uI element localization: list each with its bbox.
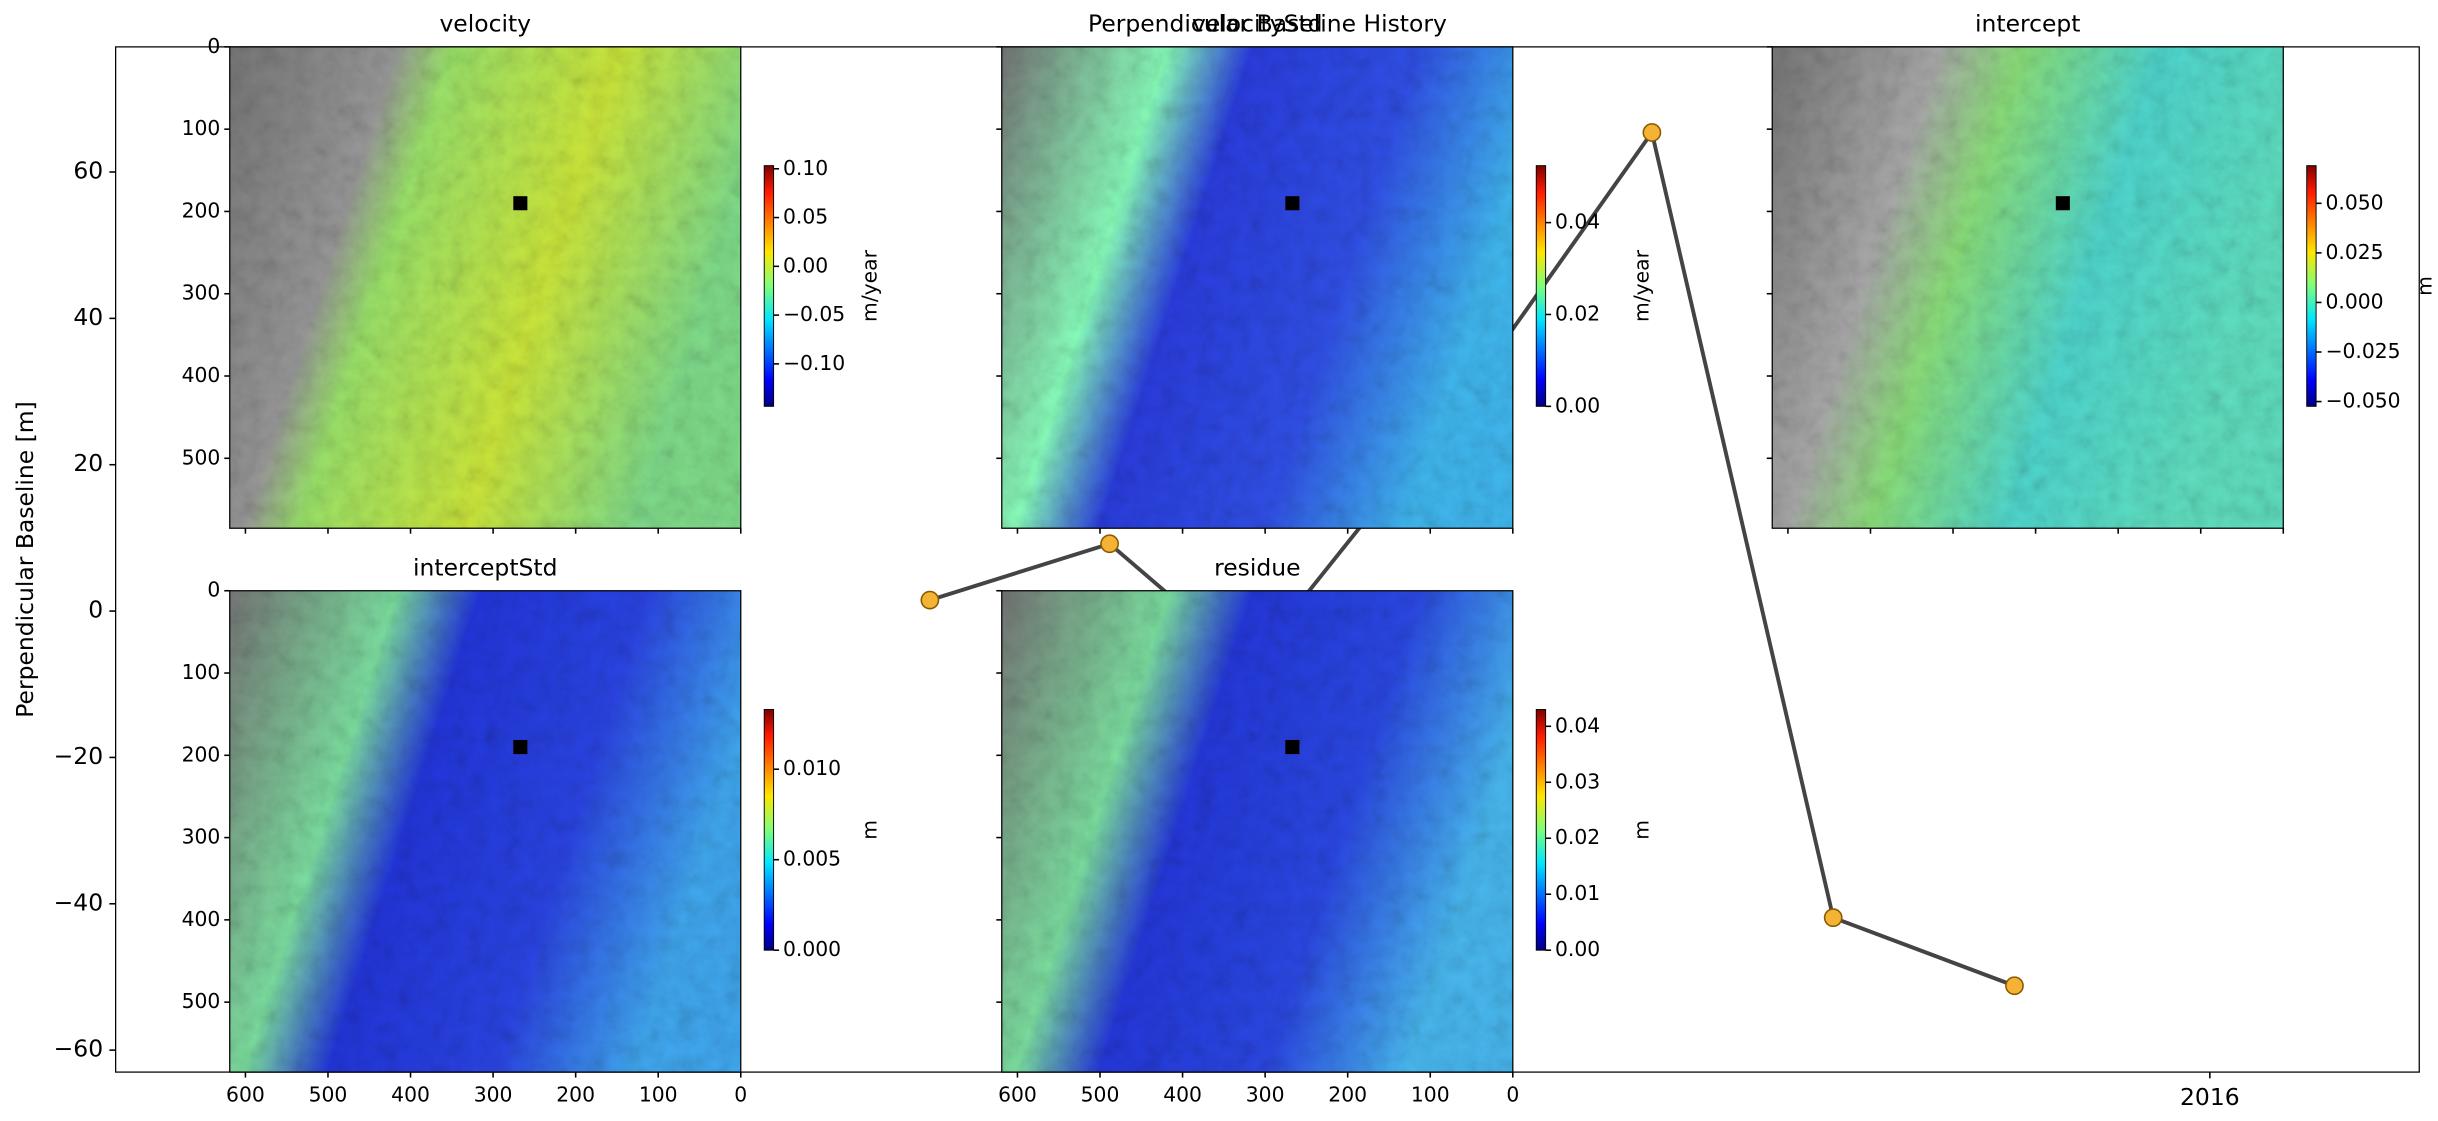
colorbar [763,165,775,407]
colorbar-tick-label: 0.00 [1555,937,1600,961]
x-tick-label: 300 [1246,1083,1285,1107]
reference-point [513,740,528,755]
baseline-point [1823,908,1843,928]
colorbar-tick-label: −0.050 [2325,389,2400,413]
colorbar [763,709,775,951]
colorbar-tick-label: 0.03 [1555,769,1600,793]
colorbar-label: m/year [857,249,881,322]
colorbar-tick-label: 0.00 [1555,393,1600,417]
reference-point [513,196,528,211]
y-tick-label: −20 [54,742,103,770]
x-tick-label: 500 [309,1083,348,1107]
x-tick-label: 400 [1163,1083,1202,1107]
colorbar-label: m [2412,276,2436,296]
y-tick-label: 0 [207,578,220,602]
colorbar-tick-label: 0.010 [783,756,841,780]
colorbar-tick-label: 0.00 [783,253,828,277]
y-tick-label: 200 [182,742,221,766]
map-texture [1001,46,1513,529]
y-tick-label: 0 [207,34,220,58]
colorbar-tick-label: 0.000 [783,937,841,961]
y-tick-label: −40 [54,888,103,916]
reference-point [2055,196,2070,211]
map-frame [229,590,742,1073]
reference-point [1285,740,1300,755]
colorbar-label: m [857,820,881,840]
colorbar-tick-label: 0.05 [783,205,828,229]
x-tick-label: 0 [1506,1083,1519,1107]
y-tick-label: 500 [182,445,221,469]
y-tick-label: 20 [73,449,103,477]
y-axis-label: Perpendicular Baseline [m] [11,401,39,718]
map-texture [229,46,741,529]
panel-title: velocityStd [1192,10,1323,38]
x-tick-label: 0 [734,1083,747,1107]
x-tick-label: 500 [1081,1083,1120,1107]
colorbar-tick-label: 0.050 [2325,190,2383,214]
y-tick-label: 200 [182,198,221,222]
y-tick-label: 0 [88,596,103,624]
map-texture [1772,46,2284,529]
colorbar-tick-label: 0.10 [783,156,828,180]
map-frame [1771,46,2284,529]
y-tick-label: 100 [182,660,221,684]
baseline-point [1642,123,1662,142]
y-tick-label: 40 [73,303,103,331]
y-tick-label: 100 [182,116,221,140]
y-tick-label: 400 [182,363,221,387]
y-tick-label: 400 [182,907,221,931]
baseline-point [2005,976,2024,996]
x-tick-label: 600 [226,1083,265,1107]
x-tick-label: 2016 [2180,1083,2240,1111]
colorbar-tick-label: 0.02 [1555,301,1600,325]
panel-title: interceptStd [413,553,557,581]
x-tick-label: 100 [1411,1083,1450,1107]
colorbar [1535,165,1547,407]
panel-title: velocity [439,10,531,38]
colorbar-tick-label: −0.025 [2325,339,2400,363]
map-texture [229,590,741,1073]
chart-title: Perpendicular Baseline History [1088,10,1447,38]
x-tick-label: 100 [639,1083,678,1107]
colorbar-label: m [1630,820,1654,840]
colorbar-tick-label: −0.10 [783,351,845,375]
map-texture [1001,590,1513,1073]
colorbar-tick-label: 0.025 [2325,240,2383,264]
colorbar-tick-label: 0.01 [1555,881,1600,905]
baseline-point [1100,534,1119,554]
colorbar-tick-label: 0.02 [1555,825,1600,849]
panel-title: residue [1214,553,1300,581]
map-frame [1001,46,1514,529]
colorbar [1535,709,1547,951]
colorbar-tick-label: 0.04 [1555,210,1600,234]
x-tick-label: 200 [556,1083,595,1107]
colorbar-tick-label: 0.005 [783,847,841,871]
colorbar-tick-label: −0.05 [783,302,845,326]
x-tick-label: 600 [998,1083,1037,1107]
y-tick-label: −60 [54,1035,103,1063]
y-tick-label: 300 [182,825,221,849]
y-tick-label: 300 [182,281,221,305]
colorbar-label: m/year [1630,249,1654,322]
y-tick-label: 60 [73,157,103,185]
baseline-point [920,590,940,610]
y-tick-label: 500 [182,989,221,1013]
reference-point [1285,196,1300,211]
map-frame [1001,590,1514,1073]
colorbar [2306,165,2317,407]
panel-title: intercept [1975,10,2080,38]
colorbar-tick-label: 0.04 [1555,713,1600,737]
x-tick-label: 200 [1328,1083,1367,1107]
x-tick-label: 400 [391,1083,430,1107]
map-frame [229,46,742,529]
x-tick-label: 300 [474,1083,513,1107]
colorbar-tick-label: 0.000 [2325,289,2383,313]
